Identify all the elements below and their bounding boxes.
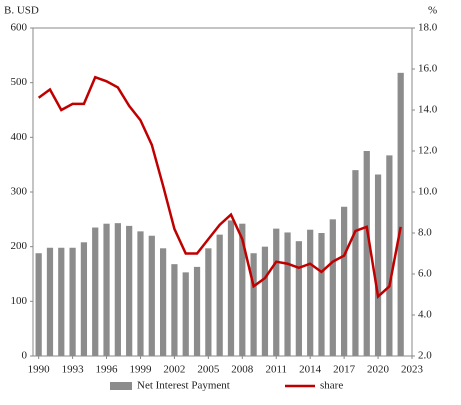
bar — [69, 247, 76, 356]
bar — [171, 264, 178, 356]
x-tick-label: 2008 — [231, 364, 254, 376]
y2-tick-label: 8.0 — [418, 227, 432, 239]
bar — [193, 266, 201, 356]
x-tick-label: 2020 — [367, 364, 390, 376]
line — [37, 75, 402, 300]
legend-label: share — [320, 380, 343, 392]
bar — [386, 155, 393, 356]
bar — [182, 272, 189, 356]
y2-axis-label: % — [428, 5, 437, 17]
bar — [216, 234, 223, 356]
y-axis-label: B. USD — [4, 5, 39, 17]
bar — [148, 235, 155, 356]
x-tick-label: 1993 — [62, 364, 85, 376]
y2-tick-label: 10.0 — [418, 186, 438, 198]
x-tick-label: 2005 — [197, 364, 220, 376]
bar — [250, 253, 257, 356]
bar — [397, 72, 404, 357]
bar — [318, 233, 325, 356]
bar — [329, 219, 336, 356]
y-tick-label: 500 — [11, 76, 28, 88]
x-tick-label: 2023 — [401, 364, 424, 376]
x-tick-label: 1996 — [96, 364, 119, 376]
y2-tick-label: 4.0 — [418, 309, 432, 321]
bar — [35, 253, 42, 356]
bar — [341, 206, 348, 356]
x-tick-label: 2002 — [163, 364, 185, 376]
x-tick-label: 2014 — [299, 364, 322, 376]
bar — [352, 170, 359, 356]
bar — [307, 229, 314, 356]
bar — [80, 242, 88, 356]
bar — [58, 247, 65, 356]
x-tick-label: 1990 — [28, 364, 51, 376]
x-tick-label: 1999 — [129, 364, 152, 376]
bar — [227, 220, 235, 356]
bar — [273, 228, 280, 356]
y-tick-label: 200 — [11, 240, 28, 252]
y-tick-label: 0 — [22, 350, 28, 362]
bar — [103, 223, 110, 356]
y2-tick-label: 14.0 — [418, 104, 438, 116]
x-tick-label: 2011 — [265, 364, 287, 376]
bar — [284, 232, 291, 356]
legend-label: Net Interest Payment — [137, 380, 230, 392]
bar — [295, 241, 302, 356]
bar — [114, 223, 121, 356]
bar — [239, 223, 246, 356]
y-tick-label: 600 — [11, 22, 28, 34]
y-tick-label: 100 — [11, 295, 28, 307]
legend-swatch — [110, 382, 132, 390]
x-tick-label: 2017 — [333, 364, 356, 376]
bar — [363, 151, 370, 356]
bar — [92, 227, 99, 356]
bar — [46, 247, 54, 356]
bar — [159, 248, 167, 356]
bar — [374, 174, 382, 356]
bar — [137, 231, 144, 356]
y-tick-label: 400 — [11, 131, 28, 143]
y2-tick-label: 18.0 — [418, 22, 438, 34]
y-tick-label: 300 — [11, 186, 28, 198]
bar — [261, 246, 269, 356]
y2-tick-label: 12.0 — [418, 145, 438, 157]
bar — [205, 248, 212, 356]
bar — [126, 225, 133, 356]
y2-tick-label: 6.0 — [418, 268, 432, 280]
y2-tick-label: 2.0 — [418, 350, 432, 362]
y2-tick-label: 16.0 — [418, 63, 438, 75]
